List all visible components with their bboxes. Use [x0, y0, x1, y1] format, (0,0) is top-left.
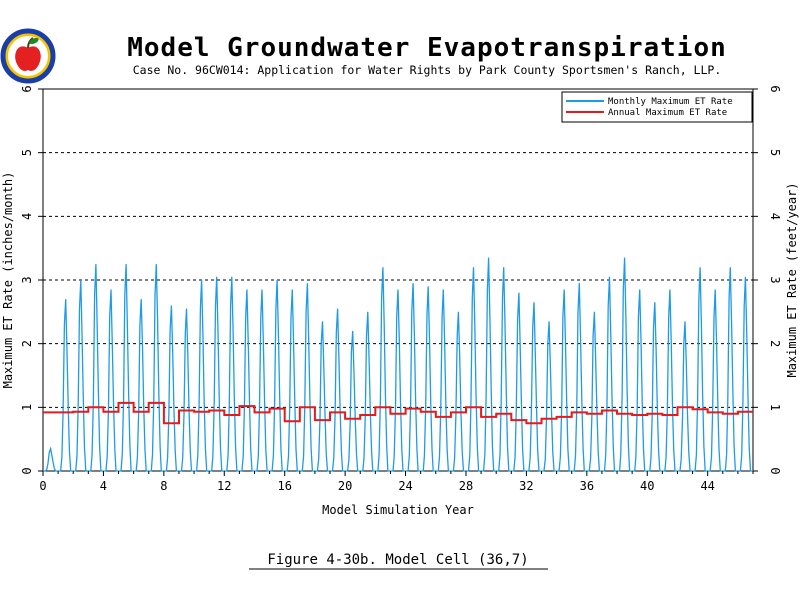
- y-axis-label-right: Maximum ET Rate (feet/year): [785, 182, 799, 377]
- annual-series: [43, 401, 753, 425]
- apple-seal-logo: [0, 28, 56, 84]
- legend: Monthly Maximum ET Rate Annual Maximum E…: [561, 91, 753, 123]
- y-tick-label-left: 3: [20, 276, 34, 283]
- x-tick-label: 28: [459, 479, 473, 493]
- figure-caption: Figure 4-30b. Model Cell (36,7): [267, 552, 528, 568]
- x-tick-label: 36: [580, 479, 594, 493]
- legend-label-monthly: Monthly Maximum ET Rate: [608, 97, 733, 107]
- annual-step-line: [43, 401, 753, 425]
- x-tick-label: 24: [398, 479, 412, 493]
- x-tick-label: 40: [640, 479, 654, 493]
- x-tick-label: 12: [217, 479, 231, 493]
- x-tick-label: 44: [700, 479, 714, 493]
- y-tick-label-left: 4: [20, 213, 34, 220]
- monthly-line: [43, 257, 753, 472]
- x-tick-label: 0: [39, 479, 46, 493]
- legend-label-annual: Annual Maximum ET Rate: [608, 108, 727, 118]
- chart-subtitle: Case No. 96CW014: Application for Water …: [133, 63, 722, 77]
- y-tick-label-right: 1: [768, 404, 782, 411]
- x-tick-label: 4: [100, 479, 107, 493]
- y-tick-label-right: 3: [768, 276, 782, 283]
- x-tick-label: 8: [160, 479, 167, 493]
- y-tick-label-left: 1: [20, 404, 34, 411]
- y-tick-label-left: 5: [20, 149, 34, 156]
- y-tick-label-right: 0: [768, 467, 782, 474]
- y-tick-label-left: 0: [20, 467, 34, 474]
- y-tick-label-right: 6: [768, 85, 782, 92]
- x-tick-label: 16: [277, 479, 291, 493]
- y-tick-label-left: 6: [20, 85, 34, 92]
- grid-lines: [43, 152, 753, 408]
- x-tick-label: 20: [338, 479, 352, 493]
- y-tick-label-right: 2: [768, 340, 782, 347]
- x-tick-label: 32: [519, 479, 533, 493]
- monthly-series: [43, 257, 753, 472]
- y-tick-label-right: 4: [768, 213, 782, 220]
- x-axis-label: Model Simulation Year: [322, 503, 474, 517]
- y-axis-label-left: Maximum ET Rate (inches/month): [1, 172, 15, 389]
- y-tick-label-right: 5: [768, 149, 782, 156]
- y-tick-label-left: 2: [20, 340, 34, 347]
- chart-title: Model Groundwater Evapotranspiration: [127, 33, 727, 63]
